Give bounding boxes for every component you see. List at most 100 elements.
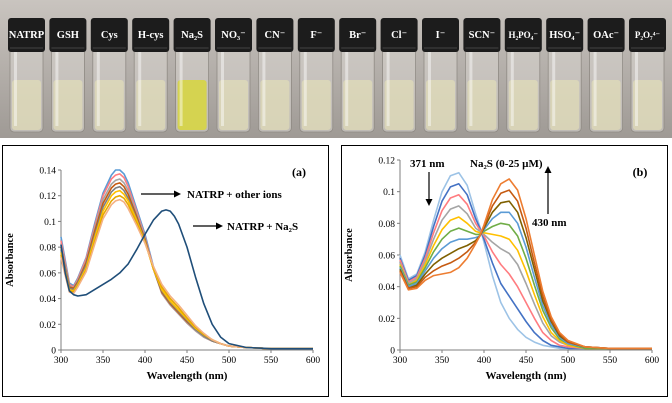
vial-cap [90, 18, 128, 52]
annotation-371nm: 371 nm [410, 158, 445, 170]
vial-cap [256, 18, 294, 52]
vial-cap [173, 18, 211, 52]
vial: P₂O₇⁴⁻ [629, 18, 666, 133]
vials-photo: NATRP GSH Cys H-cys Na₂S NO₃⁻ CN⁻ F⁻ Br⁻ Cl⁻ I⁻ SCN… [0, 0, 672, 138]
vial: H-cys [132, 18, 170, 133]
vial-highlight [552, 52, 556, 126]
vial-highlight [635, 52, 638, 126]
series-line [60, 209, 313, 350]
vial-highlight [428, 52, 431, 126]
y-axis-title: Absorbance [344, 228, 355, 282]
vial-label: CN⁻ [265, 30, 286, 41]
vial-solution [94, 80, 124, 130]
chart-panel-a: 300 350 400 450 500 550 600 0 0.02 0.04 0.06 0.08 0.… [2, 145, 329, 397]
vial: I⁻ [422, 18, 459, 133]
x-tick-label: 600 [645, 356, 660, 366]
vial-label: OAc⁻ [593, 30, 619, 41]
x-tick-label: 500 [561, 356, 576, 366]
vial-cap [587, 18, 625, 52]
vial-label: Cys [101, 30, 118, 41]
absorbance-chart-a: 300 350 400 450 500 550 600 0 0.02 0.04 0.06 0.08 0.… [5, 165, 321, 382]
y-tick-label: 0.1 [383, 188, 395, 198]
vial-highlight [138, 52, 142, 126]
y-tick-label: 0.1 [44, 218, 56, 228]
vial-solution [12, 80, 41, 130]
series-line [399, 171, 652, 350]
vial-label: NATRP [9, 30, 45, 41]
vial-solution [260, 80, 290, 130]
panel-label: (a) [292, 165, 306, 179]
x-tick-label: 450 [519, 356, 534, 366]
vial-solution [550, 80, 580, 130]
vial-label: Br⁻ [349, 30, 366, 41]
y-tick-label: 0.04 [39, 295, 56, 305]
vial-cap [546, 18, 584, 52]
vial-cap [504, 18, 542, 52]
arrow-head [174, 190, 181, 198]
vial-highlight [221, 52, 224, 126]
x-tick-label: 300 [54, 356, 69, 366]
panel-label: (b) [633, 165, 648, 179]
series-line [399, 216, 652, 350]
vial-cap [297, 18, 335, 52]
arrow-head [425, 199, 433, 206]
vial-label: HSO₄⁻ [549, 30, 580, 41]
chart-panel-b: 300 350 400 450 500 550 600 0 0.02 0.04 0.06 0.08 0.… [341, 145, 668, 397]
annotation-other-ions: NATRP + other ions [187, 189, 283, 201]
vial: SCN⁻ [463, 18, 501, 133]
arrow-head [216, 222, 223, 230]
vial-highlight [96, 52, 100, 126]
vial: CN⁻ [256, 18, 294, 133]
vial: F⁻ [297, 18, 335, 133]
vial: Na₂S [173, 18, 211, 133]
vial-label: H₂PO₄⁻ [508, 30, 538, 40]
vial: HSO₄⁻ [546, 18, 584, 133]
vial-solution [343, 80, 373, 130]
vial-highlight [386, 52, 390, 126]
vial-solution [301, 80, 331, 130]
x-tick-label: 400 [477, 356, 492, 366]
vial-label: NO₃⁻ [221, 30, 245, 41]
vial-cap [215, 18, 252, 52]
vial-solution [177, 80, 207, 130]
vial: Br⁻ [339, 18, 377, 133]
y-tick-label: 0.06 [378, 252, 395, 262]
vial-cap [132, 18, 170, 52]
vial-cap [422, 18, 459, 52]
x-tick-label: 350 [435, 356, 450, 366]
vial-solution [136, 80, 166, 130]
vial: OAc⁻ [587, 18, 625, 133]
y-tick-label: 0.02 [39, 321, 56, 331]
series-line [60, 198, 313, 350]
x-tick-label: 400 [138, 356, 153, 366]
vial-cap [380, 18, 418, 52]
vial-highlight [262, 52, 266, 126]
vial: H₂PO₄⁻ [504, 18, 542, 133]
vial-label: H-cys [138, 30, 164, 41]
x-tick-label: 550 [264, 356, 279, 366]
series-line [399, 211, 652, 350]
y-tick-label: 0.08 [378, 220, 395, 230]
vial-cap [339, 18, 377, 52]
vial-label: GSH [57, 30, 79, 41]
vial-highlight [14, 52, 17, 126]
vial-label: F⁻ [310, 30, 322, 41]
vial: NATRP [8, 18, 45, 133]
vial: Cys [90, 18, 128, 133]
x-tick-label: 600 [306, 356, 321, 366]
series-line [399, 205, 652, 350]
vial: GSH [49, 18, 87, 133]
absorbance-chart-b: 300 350 400 450 500 550 600 0 0.02 0.04 0.06 0.08 0.… [344, 157, 660, 383]
x-tick-label: 300 [393, 356, 408, 366]
vial-cap [8, 18, 45, 52]
y-tick-label: 0.12 [39, 192, 56, 202]
series-line [399, 178, 652, 350]
y-tick-label: 0 [51, 347, 56, 357]
vial-solution [591, 80, 621, 130]
vial-highlight [469, 52, 473, 126]
y-tick-label: 0.12 [378, 157, 395, 167]
y-tick-label: 0 [390, 347, 395, 357]
annotation-430nm: 430 nm [532, 217, 567, 229]
annotation-concentration: Na₂S (0-25 µM) [470, 158, 543, 170]
vial-highlight [303, 52, 307, 126]
